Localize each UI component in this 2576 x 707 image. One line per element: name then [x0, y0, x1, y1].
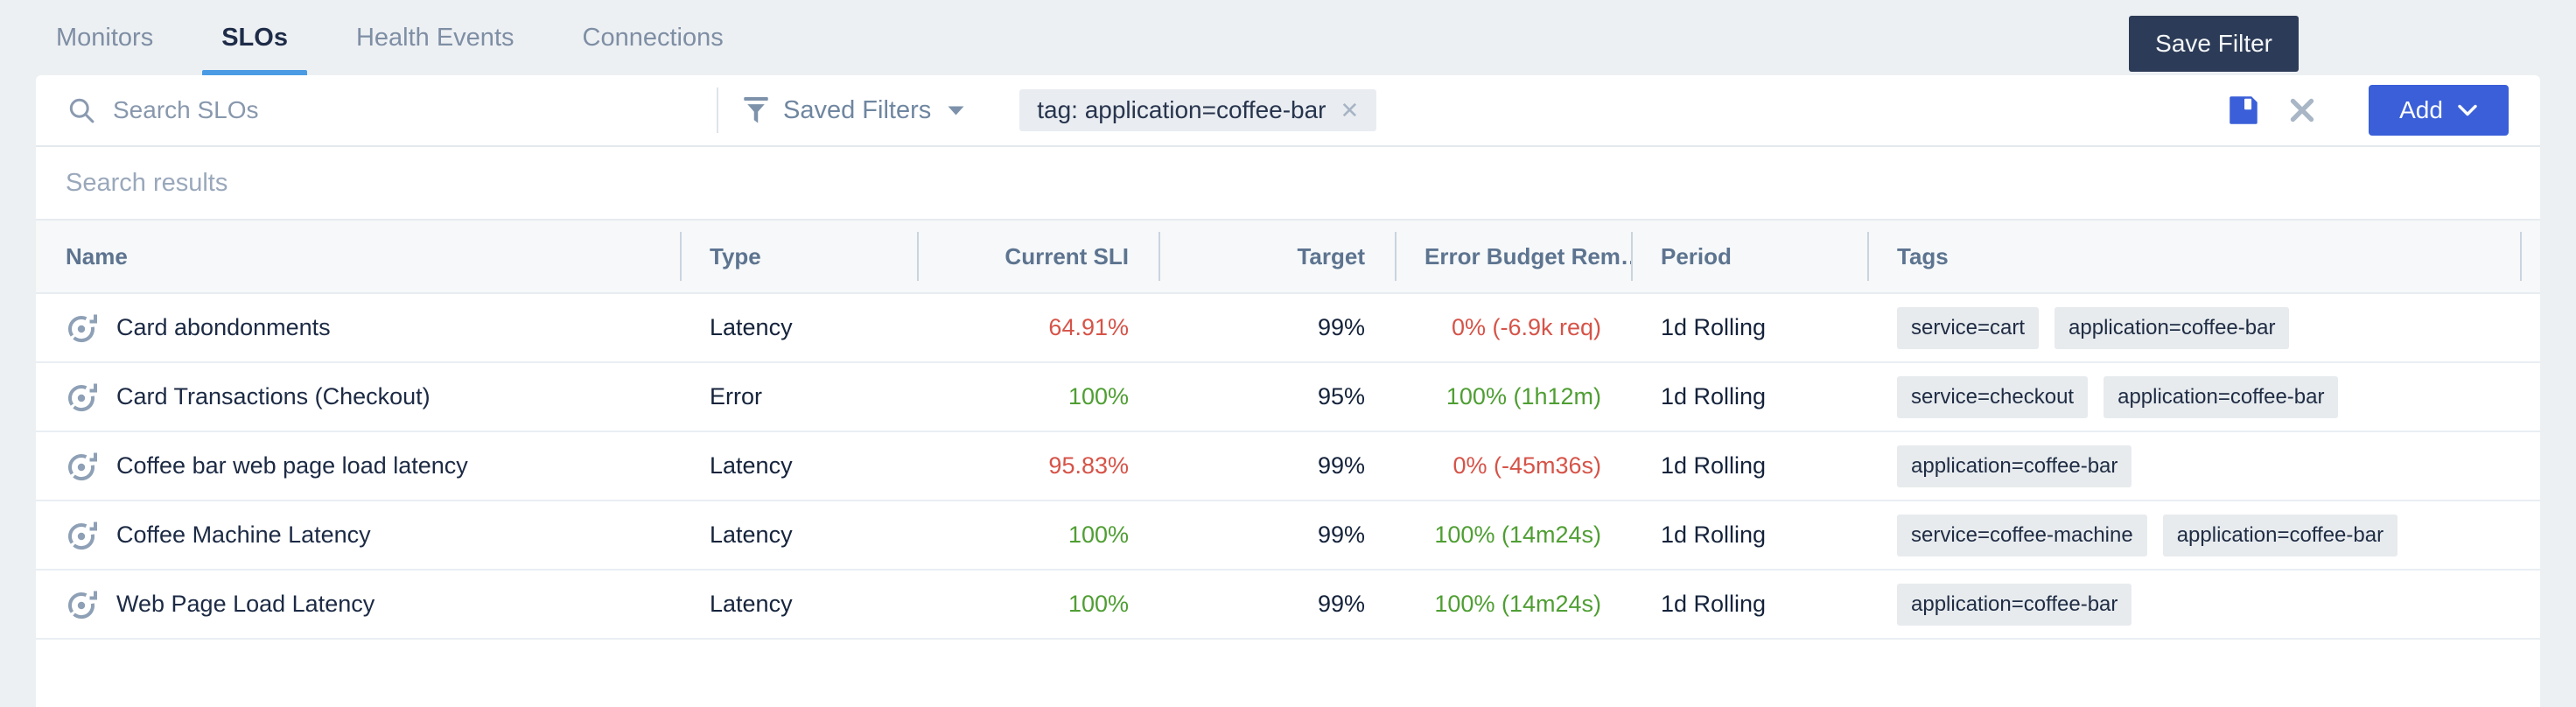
top-bar: Monitors SLOs Health Events Connections …	[0, 0, 2576, 75]
slo-type: Latency	[710, 314, 793, 340]
filter-actions: Add	[2225, 85, 2540, 136]
table-row[interactable]: Coffee bar web page load latency Latency…	[36, 432, 2540, 501]
period-value: 1d Rolling	[1661, 383, 1767, 410]
period-value: 1d Rolling	[1661, 522, 1767, 548]
tab-connections[interactable]: Connections	[582, 23, 724, 52]
column-header-current-sli[interactable]: Current SLI	[917, 220, 1158, 292]
error-budget-value: 100% (1h12m)	[1446, 383, 1601, 410]
error-budget-value: 100% (14m24s)	[1434, 591, 1601, 617]
filter-chip-label: tag: application=coffee-bar	[1037, 96, 1326, 123]
tags-cell: service=coffee-machine application=coffe…	[1867, 514, 2520, 556]
table-row[interactable]: Web Page Load Latency Latency 100% 99% 1…	[36, 570, 2540, 640]
error-budget-value: 100% (14m24s)	[1434, 522, 1601, 548]
add-button[interactable]: Add	[2369, 85, 2509, 136]
saved-filters-label: Saved Filters	[783, 95, 932, 124]
save-filter-button[interactable]: Save Filter	[2129, 16, 2299, 72]
tag-chip[interactable]: application=coffee-bar	[2162, 514, 2398, 556]
filter-bar: Saved Filters tag: application=coffee-ba…	[36, 75, 2540, 147]
current-sli-value: 100%	[1068, 383, 1129, 410]
slo-type: Latency	[710, 452, 793, 479]
filter-funnel-icon	[743, 95, 769, 125]
period-value: 1d Rolling	[1661, 452, 1767, 479]
period-value: 1d Rolling	[1661, 314, 1767, 340]
target-value: 99%	[1317, 591, 1365, 617]
column-header-error-budget[interactable]: Error Budget Rem…	[1395, 220, 1631, 292]
period-value: 1d Rolling	[1661, 591, 1767, 617]
tag-chip[interactable]: application=coffee-bar	[2104, 375, 2339, 418]
tag-chip[interactable]: application=coffee-bar	[1897, 583, 2132, 626]
slo-name[interactable]: Web Page Load Latency	[116, 591, 375, 617]
search-icon	[66, 94, 97, 126]
chevron-down-icon	[947, 105, 965, 116]
tag-chip[interactable]: application=coffee-bar	[2054, 306, 2290, 349]
target-value: 95%	[1317, 383, 1365, 410]
column-header-tags[interactable]: Tags	[1867, 220, 2520, 292]
error-budget-value: 0% (-6.9k req)	[1451, 314, 1601, 340]
table-row[interactable]: Card abondonments Latency 64.91% 99% 0% …	[36, 294, 2540, 363]
slo-name[interactable]: Coffee bar web page load latency	[116, 452, 468, 479]
table-row[interactable]: Coffee Machine Latency Latency 100% 99% …	[36, 501, 2540, 570]
current-sli-value: 100%	[1068, 591, 1129, 617]
current-sli-value: 100%	[1068, 522, 1129, 548]
results-bar: Search results	[36, 147, 2540, 220]
filter-bar-divider	[717, 88, 718, 133]
slo-name[interactable]: Card abondonments	[116, 314, 331, 340]
column-header-name[interactable]: Name	[66, 242, 128, 270]
slo-name[interactable]: Card Transactions (Checkout)	[116, 383, 430, 410]
table-row[interactable]: Card Transactions (Checkout) Error 100% …	[36, 363, 2540, 432]
tag-chip[interactable]: service=checkout	[1897, 375, 2089, 418]
saved-filters-dropdown[interactable]: Saved Filters	[743, 95, 965, 125]
tags-cell: service=checkout application=coffee-bar	[1867, 375, 2520, 418]
tag-chip[interactable]: service=cart	[1897, 306, 2040, 349]
save-disk-icon[interactable]	[2225, 92, 2262, 129]
column-header-target[interactable]: Target	[1158, 220, 1395, 292]
tags-cell: application=coffee-bar	[1867, 444, 2520, 487]
slo-gauge-icon	[66, 381, 99, 414]
search-results-label: Search results	[66, 168, 228, 197]
slo-type: Latency	[710, 591, 793, 617]
slo-type: Latency	[710, 522, 793, 548]
search-input[interactable]	[113, 96, 603, 124]
target-value: 99%	[1317, 452, 1365, 479]
column-header-period[interactable]: Period	[1631, 220, 1867, 292]
tag-chip[interactable]: service=coffee-machine	[1897, 514, 2147, 556]
current-sli-value: 95.83%	[1048, 452, 1129, 479]
tag-chip[interactable]: application=coffee-bar	[1897, 444, 2132, 487]
chevron-down-icon	[2458, 104, 2477, 116]
slo-name[interactable]: Coffee Machine Latency	[116, 522, 371, 548]
tags-cell: service=cart application=coffee-bar	[1867, 306, 2520, 349]
slo-gauge-icon	[66, 312, 99, 345]
tab-slos[interactable]: SLOs	[202, 0, 307, 75]
slo-gauge-icon	[66, 588, 99, 621]
tab-health-events[interactable]: Health Events	[355, 23, 514, 52]
slo-list-panel: Saved Filters tag: application=coffee-ba…	[36, 75, 2540, 707]
error-budget-value: 0% (-45m36s)	[1452, 452, 1601, 479]
tags-cell: application=coffee-bar	[1867, 583, 2520, 626]
slo-type: Error	[710, 383, 762, 410]
add-button-label: Add	[2399, 96, 2443, 123]
active-filter-chip[interactable]: tag: application=coffee-bar ✕	[1019, 89, 1377, 131]
column-header-type[interactable]: Type	[680, 220, 917, 292]
current-sli-value: 64.91%	[1048, 314, 1129, 340]
target-value: 99%	[1317, 522, 1365, 548]
clear-filter-icon[interactable]	[2286, 94, 2318, 126]
column-header-filler	[2520, 220, 2540, 292]
target-value: 99%	[1317, 314, 1365, 340]
remove-filter-icon[interactable]: ✕	[1340, 96, 1360, 123]
tab-strip: Monitors SLOs Health Events Connections	[37, 0, 773, 75]
tab-monitors[interactable]: Monitors	[56, 23, 154, 52]
slo-gauge-icon	[66, 450, 99, 483]
table-header: Name Type Current SLI Target Error Budge…	[36, 220, 2540, 294]
slo-gauge-icon	[66, 519, 99, 552]
